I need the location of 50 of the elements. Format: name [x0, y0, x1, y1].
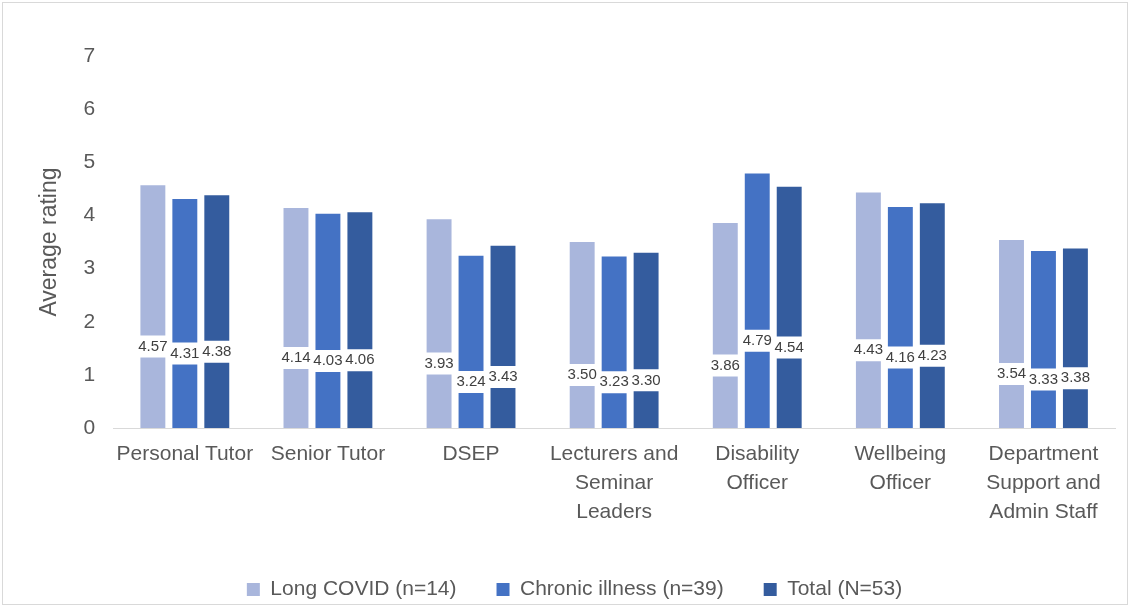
data-label: 3.86 — [710, 355, 740, 373]
data-label: 4.03 — [313, 351, 343, 369]
y-tick-label: 2 — [83, 308, 96, 332]
data-label: 3.43 — [488, 367, 518, 385]
data-label: 4.79 — [742, 330, 772, 348]
x-tick-label: DSEP — [442, 441, 500, 465]
data-label: 4.23 — [917, 345, 947, 363]
legend-label: Long COVID (n=14) — [270, 576, 457, 600]
y-axis-title: Average rating — [35, 167, 62, 317]
bar — [426, 219, 452, 429]
data-label: 4.54 — [774, 337, 804, 355]
x-tick-label: Wellbeing Officer — [854, 441, 947, 494]
data-label: 3.30 — [631, 370, 661, 388]
y-tick-label: 1 — [83, 361, 96, 385]
data-label: 3.38 — [1060, 368, 1091, 386]
bar — [855, 192, 881, 429]
data-label: 4.06 — [345, 350, 375, 368]
data-label: 4.43 — [853, 340, 883, 358]
x-tick-label: Disability Officer — [715, 441, 800, 494]
data-label: 4.31 — [170, 343, 200, 361]
data-label: 3.54 — [996, 364, 1027, 382]
x-tick-label: Senior Tutor — [270, 441, 386, 465]
data-label: 3.24 — [456, 372, 486, 390]
data-label: 4.16 — [885, 347, 915, 365]
data-label: 3.50 — [567, 365, 597, 383]
bar — [919, 203, 945, 429]
bar — [744, 173, 770, 429]
data-label: 4.57 — [138, 336, 168, 354]
bar — [140, 185, 166, 429]
bar — [776, 186, 802, 429]
y-tick-label: 3 — [83, 255, 96, 279]
y-tick-label: 5 — [83, 149, 96, 173]
legend-label: Chronic illness (n=39) — [520, 576, 724, 600]
bar — [887, 206, 913, 429]
x-tick-label: Department Support and Admin Staff — [986, 441, 1101, 523]
data-label: 3.93 — [424, 353, 454, 371]
bar — [204, 195, 230, 429]
y-tick-label: 0 — [83, 414, 96, 438]
y-tick-label: 7 — [83, 42, 96, 66]
y-tick-label: 4 — [83, 202, 96, 226]
legend-label: Total (N=53) — [787, 576, 903, 600]
data-label: 4.38 — [202, 341, 232, 359]
bar — [172, 198, 198, 429]
bar — [347, 212, 373, 429]
data-label: 4.14 — [281, 348, 311, 366]
x-tick-label: Lecturers and Seminar Leaders — [549, 441, 679, 523]
y-tick-label: 6 — [83, 95, 96, 119]
data-label: 3.23 — [599, 372, 629, 390]
data-label: 3.33 — [1028, 369, 1059, 387]
x-tick-label: Personal Tutor — [116, 441, 254, 465]
